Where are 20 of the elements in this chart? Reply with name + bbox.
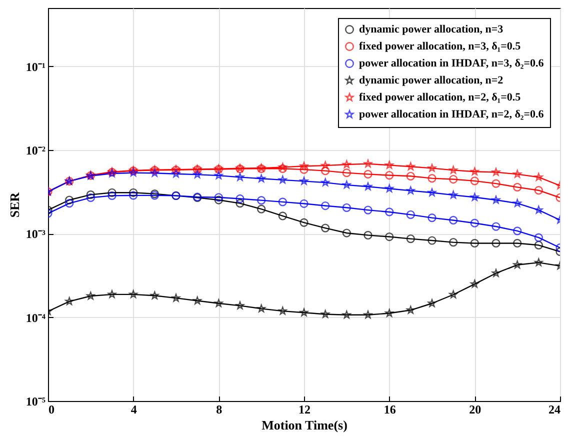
y-tick-label: 10⁻¹ <box>26 60 46 74</box>
x-tick-label: 20 <box>469 402 482 416</box>
y-tick-label: 10⁻⁴ <box>26 310 46 325</box>
legend-label: power allocation in IHDAF, n=3, δ₂=0.6 <box>359 58 544 70</box>
x-tick-label: 8 <box>216 402 222 416</box>
y-tick-label: 10⁻⁵ <box>26 394 46 408</box>
legend-label: fixed power allocation, n=3, δ₁=0.5 <box>359 40 522 52</box>
x-tick-label: 0 <box>48 402 54 416</box>
x-tick-label: 24 <box>548 402 560 416</box>
x-tick-label: 16 <box>384 402 396 416</box>
legend-label: dynamic power allocation, n=2 <box>359 74 504 86</box>
legend-label: dynamic power allocation, n=3 <box>359 24 504 36</box>
y-tick-label: 10⁻² <box>26 144 46 158</box>
y-tick-label: 10⁻³ <box>26 227 46 242</box>
x-tick-label: 12 <box>298 402 310 416</box>
y-axis-title: SER <box>6 192 22 218</box>
legend-label: power allocation in IHDAF, n=2, δ₂=0.6 <box>359 108 544 120</box>
legend-label: fixed power allocation, n=2, δ₁=0.5 <box>359 92 522 104</box>
x-axis-title: Motion Time(s) <box>262 418 348 432</box>
x-tick-label: 4 <box>130 402 137 416</box>
